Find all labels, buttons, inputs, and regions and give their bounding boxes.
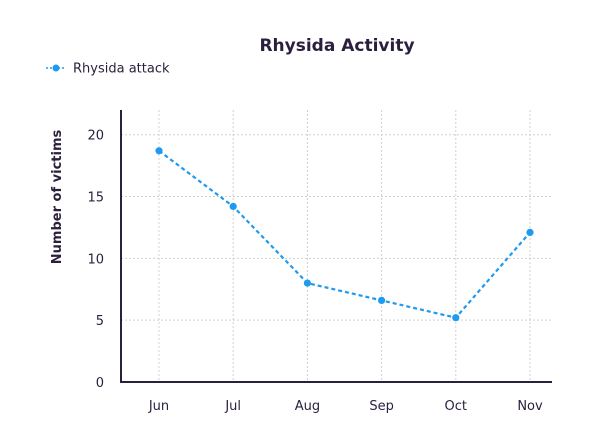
y-tick-label: 10 <box>87 252 104 267</box>
legend-label: Rhysida attack <box>73 62 170 77</box>
x-tick-label: Jun <box>148 399 169 414</box>
x-tick-labels: Jun Jul Aug Sep Oct Nov <box>148 399 543 414</box>
x-tick-label: Oct <box>445 399 467 414</box>
x-tick-label: Sep <box>369 399 394 414</box>
y-tick-labels: 0 5 10 15 20 <box>87 129 104 391</box>
y-tick-label: 15 <box>87 191 104 206</box>
chart-title: Rhysida Activity <box>259 36 414 56</box>
y-tick-label: 0 <box>96 376 104 391</box>
y-tick-label: 5 <box>96 314 104 329</box>
legend: Rhysida attack <box>46 62 170 77</box>
grid <box>121 110 552 382</box>
x-tick-label: Nov <box>517 399 543 414</box>
data-point <box>452 314 460 322</box>
series-layer <box>155 147 534 322</box>
legend-dot-marker <box>52 64 60 72</box>
x-tick-label: Jul <box>224 399 241 414</box>
data-point <box>303 279 311 287</box>
series-line <box>158 149 531 319</box>
axes <box>120 110 552 383</box>
data-point <box>229 202 237 211</box>
data-point <box>378 296 386 304</box>
data-point <box>526 228 534 236</box>
y-axis-label: Number of victims <box>50 130 65 265</box>
y-tick-label: 20 <box>87 129 104 144</box>
x-tick-label: Aug <box>295 399 320 414</box>
data-point <box>155 147 163 155</box>
